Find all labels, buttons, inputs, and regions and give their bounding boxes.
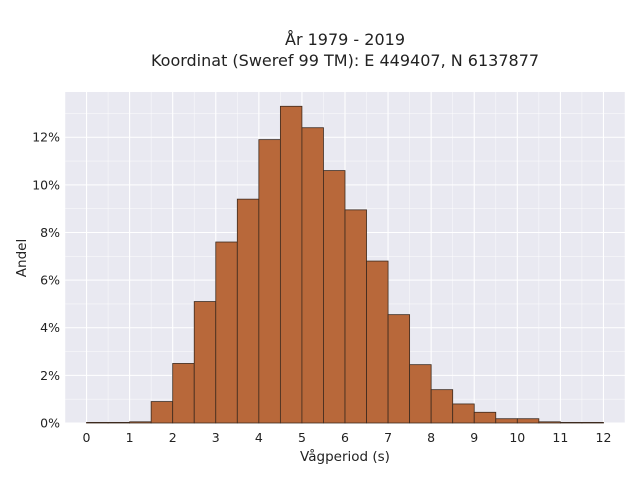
- y-tick-labels: 0% 2% 4% 6% 8% 10% 12%: [32, 130, 60, 431]
- x-tick-label: 5: [298, 430, 306, 445]
- histogram-bar: [452, 403, 475, 424]
- y-tick-label: 6%: [40, 273, 60, 288]
- histogram-bar: [279, 105, 303, 424]
- histogram-bar: [473, 411, 497, 424]
- histogram-bar: [366, 260, 389, 424]
- x-tick-label: 12: [596, 430, 612, 445]
- x-tick-label: 10: [509, 430, 525, 445]
- histogram-bar: [236, 198, 260, 424]
- histogram-bar: [107, 421, 131, 424]
- y-tick-label: 8%: [40, 225, 60, 240]
- histogram-bar: [301, 127, 324, 424]
- histogram-bar: [150, 401, 174, 424]
- x-axis-label: Vågperiod (s): [300, 448, 390, 465]
- bars: [86, 105, 604, 424]
- histogram-bar: [559, 421, 583, 424]
- histogram-bar: [193, 301, 217, 424]
- histogram-bar: [344, 209, 367, 424]
- x-tick-label: 9: [470, 430, 478, 445]
- histogram-bar: [258, 139, 281, 424]
- histogram-bar: [172, 363, 195, 424]
- histogram-bar: [215, 241, 238, 424]
- x-tick-label: 4: [255, 430, 263, 445]
- y-tick-label: 12%: [32, 130, 60, 145]
- chart-subtitle: Koordinat (Sweref 99 TM): E 449407, N 61…: [151, 51, 539, 70]
- y-tick-label: 10%: [32, 177, 60, 192]
- histogram-bar: [581, 421, 604, 424]
- y-tick-label: 4%: [40, 320, 60, 335]
- histogram-bar: [430, 389, 454, 424]
- histogram-bar: [409, 364, 432, 424]
- histogram-bar: [516, 418, 540, 424]
- histogram-bar: [86, 421, 109, 424]
- x-tick-label: 8: [427, 430, 435, 445]
- x-tick-label: 2: [169, 430, 177, 445]
- chart-title: År 1979 - 2019: [285, 30, 405, 49]
- x-tick-label: 0: [83, 430, 91, 445]
- histogram-bar: [387, 314, 411, 424]
- y-axis-label: Andel: [14, 239, 30, 277]
- y-tick-label: 0%: [40, 416, 60, 431]
- x-tick-label: 1: [126, 430, 134, 445]
- y-tick-label: 2%: [40, 368, 60, 383]
- x-tick-labels: 0 1 2 3 4 5 6 7 8 9 10 11 12: [83, 430, 612, 445]
- x-tick-label: 6: [341, 430, 349, 445]
- histogram-bar: [495, 418, 518, 424]
- histogram-bar: [129, 421, 152, 424]
- x-tick-label: 3: [212, 430, 220, 445]
- x-tick-label: 11: [552, 430, 568, 445]
- x-tick-label: 7: [384, 430, 392, 445]
- histogram-bar: [538, 421, 561, 424]
- histogram-bar: [323, 170, 346, 424]
